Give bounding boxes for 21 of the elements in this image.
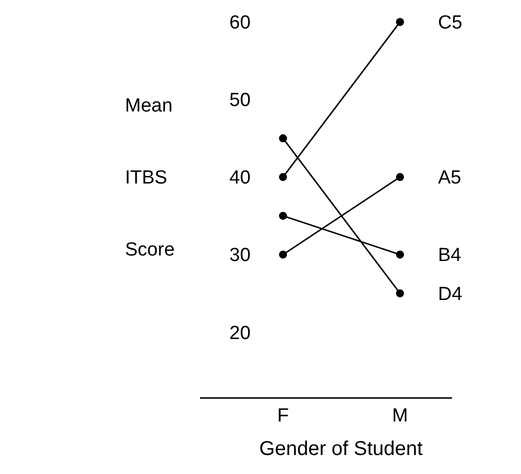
point: [279, 173, 287, 182]
point: [396, 173, 404, 182]
y-tick-label: 40: [229, 168, 251, 189]
series-label: D4: [438, 284, 463, 305]
x-tick-label: M: [392, 406, 408, 427]
x-axis-title: Gender of Student: [259, 438, 424, 460]
y-tick-label: 60: [229, 12, 251, 34]
point: [279, 134, 287, 142]
y-tick-label: 20: [229, 322, 251, 344]
series-label: C5: [438, 12, 462, 34]
point: [396, 18, 404, 26]
point: [396, 289, 404, 298]
point: [279, 250, 287, 259]
y-tick-label: 50: [229, 90, 251, 112]
series-label: A5: [438, 168, 462, 189]
text: Mean ITBS Score: [125, 96, 175, 261]
x-tick-label: F: [277, 406, 289, 427]
point: [396, 250, 404, 259]
series-label: B4: [438, 245, 462, 266]
point: [279, 212, 287, 220]
y-tick-label: 30: [229, 245, 251, 266]
